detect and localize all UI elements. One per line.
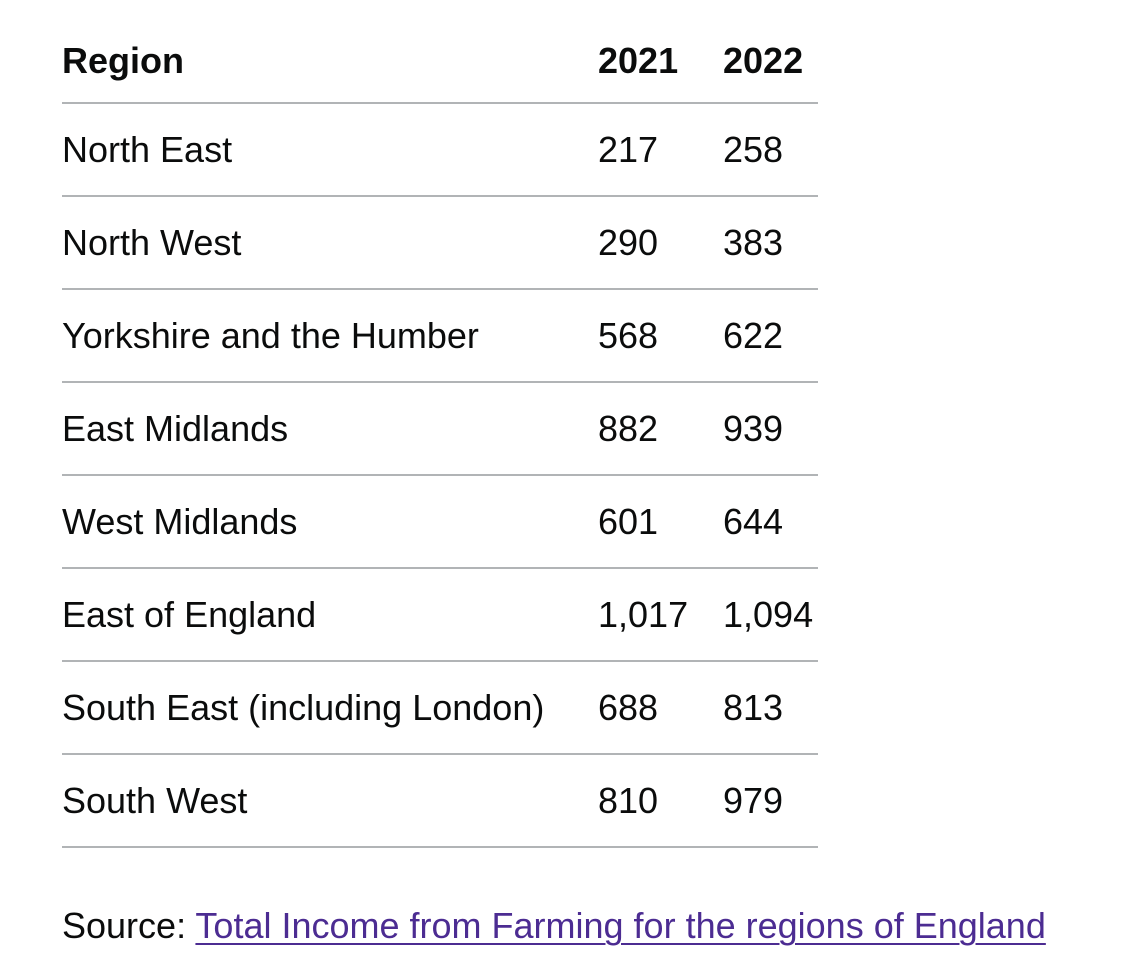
cell-2022: 939 bbox=[723, 382, 818, 476]
table-row: East Midlands 882 939 bbox=[62, 382, 818, 476]
cell-2022: 622 bbox=[723, 289, 818, 383]
table-row: South East (including London) 688 813 bbox=[62, 661, 818, 755]
table-row: East of England 1,017 1,094 bbox=[62, 568, 818, 662]
cell-2021: 601 bbox=[598, 475, 723, 569]
table-row: North West 290 383 bbox=[62, 196, 818, 290]
cell-2021: 290 bbox=[598, 196, 723, 290]
header-2022: 2022 bbox=[723, 20, 818, 104]
cell-region: North West bbox=[62, 196, 598, 290]
cell-region: East of England bbox=[62, 568, 598, 662]
cell-region: West Midlands bbox=[62, 475, 598, 569]
header-region: Region bbox=[62, 20, 598, 104]
cell-2021: 568 bbox=[598, 289, 723, 383]
cell-region: South East (including London) bbox=[62, 661, 598, 755]
cell-2021: 217 bbox=[598, 103, 723, 197]
cell-2021: 810 bbox=[598, 754, 723, 848]
cell-region: South West bbox=[62, 754, 598, 848]
source-prefix: Source: bbox=[62, 905, 196, 946]
source-note: Source: Total Income from Farming for th… bbox=[62, 900, 1046, 952]
table-row: South West 810 979 bbox=[62, 754, 818, 848]
table-header-row: Region 2021 2022 bbox=[62, 20, 818, 104]
table-row: Yorkshire and the Humber 568 622 bbox=[62, 289, 818, 383]
income-table: Region 2021 2022 North East 217 258 Nort… bbox=[62, 20, 818, 848]
income-table-container: Region 2021 2022 North East 217 258 Nort… bbox=[62, 20, 818, 848]
header-2021: 2021 bbox=[598, 20, 723, 104]
cell-2022: 813 bbox=[723, 661, 818, 755]
cell-2022: 383 bbox=[723, 196, 818, 290]
cell-region: North East bbox=[62, 103, 598, 197]
source-link[interactable]: Total Income from Farming for the region… bbox=[195, 905, 1046, 946]
cell-2021: 688 bbox=[598, 661, 723, 755]
cell-2022: 258 bbox=[723, 103, 818, 197]
table-row: West Midlands 601 644 bbox=[62, 475, 818, 569]
cell-2022: 979 bbox=[723, 754, 818, 848]
table-row: North East 217 258 bbox=[62, 103, 818, 197]
cell-2021: 1,017 bbox=[598, 568, 723, 662]
cell-2021: 882 bbox=[598, 382, 723, 476]
cell-region: East Midlands bbox=[62, 382, 598, 476]
cell-2022: 1,094 bbox=[723, 568, 818, 662]
cell-2022: 644 bbox=[723, 475, 818, 569]
cell-region: Yorkshire and the Humber bbox=[62, 289, 598, 383]
